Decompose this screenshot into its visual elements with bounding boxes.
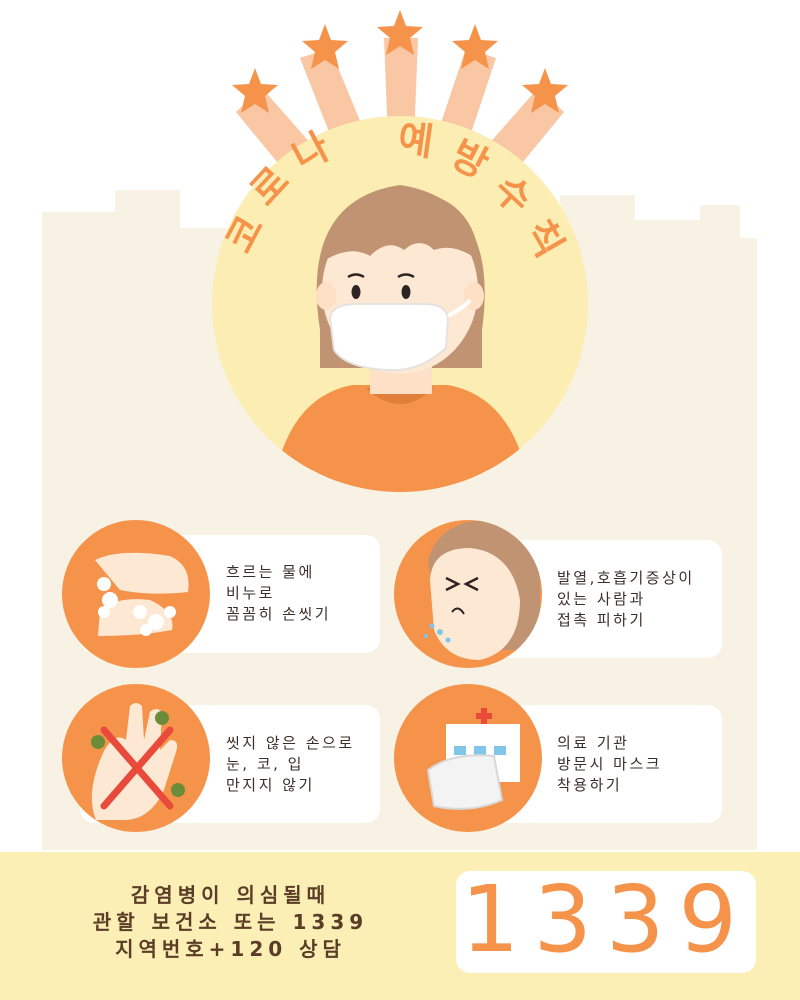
star-icon bbox=[522, 68, 568, 113]
title-char: 수 bbox=[485, 166, 541, 222]
hotline-number: 1339 bbox=[460, 866, 752, 973]
tip-line: 있는 사람과 bbox=[557, 590, 646, 608]
girl-with-mask-illustration bbox=[272, 185, 530, 492]
tip-line: 접촉 피하기 bbox=[557, 611, 646, 629]
stars bbox=[232, 10, 568, 113]
tip-line: 방문시 마스크 bbox=[557, 755, 663, 773]
tip-line: 눈, 코, 입 bbox=[226, 755, 304, 773]
tip-text-4: 의료 기관 방문시 마스크 착용하기 bbox=[557, 733, 662, 796]
tip-line: 의료 기관 bbox=[557, 734, 630, 752]
tip-line: 발열,호흡기증상이 bbox=[557, 569, 695, 587]
tip-line: 착용하기 bbox=[557, 776, 623, 794]
tip-line: 꼼꼼히 손씻기 bbox=[226, 605, 332, 623]
tip-line: 비누로 bbox=[226, 584, 275, 602]
tip-text-2: 발열,호흡기증상이 있는 사람과 접촉 피하기 bbox=[557, 568, 695, 631]
tip-text-3: 씻지 않은 손으로 눈, 코, 입 만지지 않기 bbox=[226, 733, 355, 796]
title-char: 코 bbox=[217, 208, 272, 260]
tip-text-1: 흐르는 물에 비누로 꼼꼼히 손씻기 bbox=[226, 562, 331, 625]
title-char: 나 bbox=[285, 124, 337, 179]
title-char: 로 bbox=[241, 158, 297, 214]
contact-line: 감염병이 의심될때 bbox=[130, 883, 331, 907]
star-icon bbox=[232, 68, 278, 113]
contact-line: 관할 보건소 또는 1339 bbox=[92, 910, 369, 934]
contact-info: 감염병이 의심될때 관할 보건소 또는 1339 지역번호+120 상담 bbox=[18, 882, 443, 963]
title-char: 예 bbox=[395, 116, 436, 164]
tip-line: 흐르는 물에 bbox=[226, 563, 315, 581]
star-icon bbox=[452, 24, 498, 69]
hotline-box bbox=[456, 871, 756, 973]
star-icon bbox=[377, 10, 423, 55]
star-icon bbox=[302, 24, 348, 69]
tip-line: 씻지 않은 손으로 bbox=[226, 734, 355, 752]
title-char: 방 bbox=[444, 132, 495, 187]
contact-line: 지역번호+120 상담 bbox=[115, 937, 346, 961]
tip-line: 만지지 않기 bbox=[226, 776, 315, 794]
title-char: 칙 bbox=[516, 212, 572, 264]
